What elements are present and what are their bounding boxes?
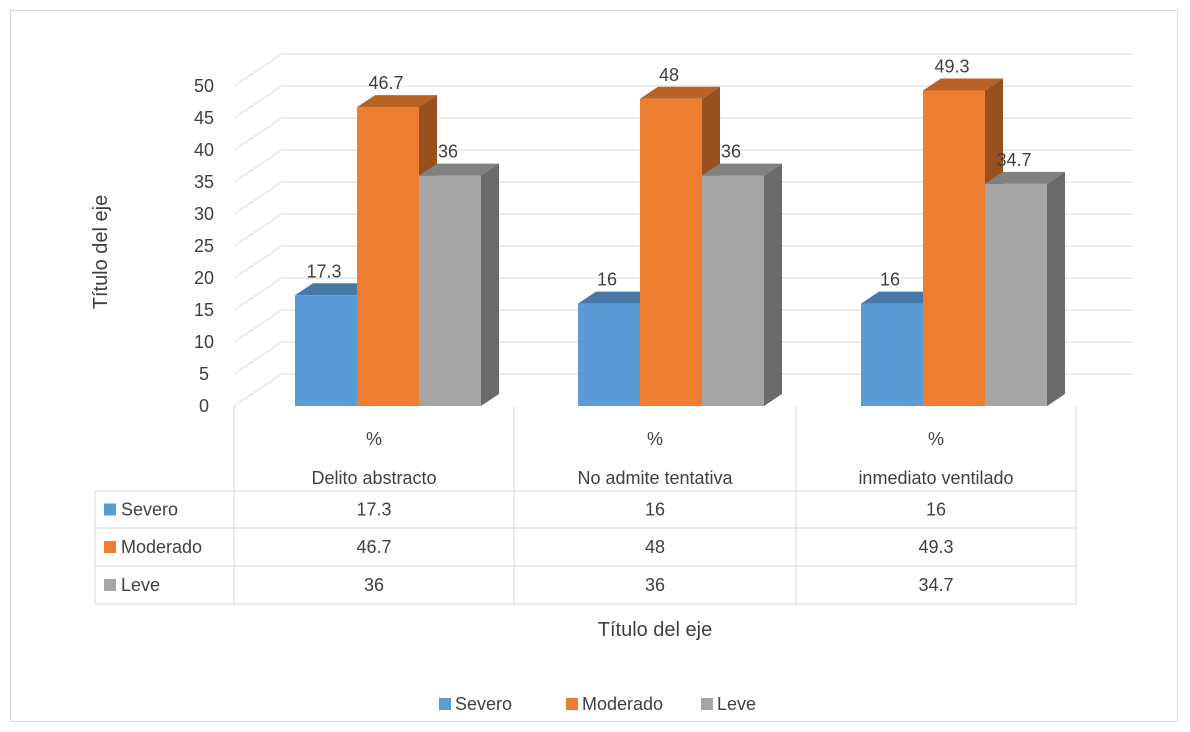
bar-top xyxy=(578,291,658,304)
y-tick-label: 0 xyxy=(199,396,209,416)
data-label: 34.7 xyxy=(996,150,1031,170)
bar-top xyxy=(985,171,1065,184)
y-tick-label: 40 xyxy=(194,140,214,160)
legend-key xyxy=(439,698,451,710)
data-label: 49.3 xyxy=(934,56,969,76)
table-cell-value: 16 xyxy=(926,500,946,520)
bar-front xyxy=(985,183,1047,406)
legend-key xyxy=(701,698,713,710)
bar-front xyxy=(702,175,764,406)
table-series-label: Moderado xyxy=(121,537,202,557)
bar-side xyxy=(481,163,499,406)
bar-side xyxy=(1047,171,1065,406)
bar-front xyxy=(578,303,640,406)
gridline-side xyxy=(233,341,283,375)
table-cell-value: 48 xyxy=(645,537,665,557)
y-tick-label: 50 xyxy=(194,76,214,96)
legend-label: Severo xyxy=(455,694,512,714)
y-tick-label: 20 xyxy=(194,268,214,288)
category-label: % xyxy=(647,429,663,449)
gridline-side xyxy=(233,373,283,407)
data-label: 16 xyxy=(880,270,900,290)
gridline-side xyxy=(233,213,283,247)
table-series-label: Leve xyxy=(121,575,160,595)
bar-top xyxy=(923,78,1003,91)
data-label: 48 xyxy=(659,65,679,85)
bar-top xyxy=(357,95,437,108)
table-cell-value: 34.7 xyxy=(918,575,953,595)
category-label: No admite tentativa xyxy=(577,468,733,488)
bar-top xyxy=(295,283,375,296)
bar-front xyxy=(923,90,985,406)
table-cell-value: 17.3 xyxy=(356,500,391,520)
table-legend-key xyxy=(104,503,116,516)
bar-front xyxy=(419,175,481,406)
bar-front xyxy=(640,98,702,407)
category-label: % xyxy=(928,429,944,449)
y-axis-title: Título del eje xyxy=(90,195,112,310)
chart-svg: 0 5 10 15 20 25 30 35 40 45 50 17.3 16 16 46.7 48 49.3 36… xyxy=(90,53,1133,714)
bar-side xyxy=(764,163,782,406)
bar-front xyxy=(357,107,419,407)
table-cell-value: 49.3 xyxy=(918,537,953,557)
y-tick-label: 15 xyxy=(194,300,214,320)
y-tick-label: 35 xyxy=(194,172,214,192)
category-label: % xyxy=(366,429,382,449)
x-axis-title: Título del eje xyxy=(598,619,713,641)
table-cell-value: 46.7 xyxy=(356,537,391,557)
bar-top xyxy=(702,163,782,176)
category-label: inmediato ventilado xyxy=(858,468,1013,488)
gridline-side xyxy=(233,117,283,151)
gridline-side xyxy=(233,85,283,119)
data-label: 46.7 xyxy=(368,73,403,93)
y-tick-label: 30 xyxy=(194,204,214,224)
legend-key xyxy=(566,698,578,710)
bar-top xyxy=(861,291,941,304)
legend-label: Leve xyxy=(717,694,756,714)
chart-container: 0 5 10 15 20 25 30 35 40 45 50 17.3 16 16 46.7 48 49.3 36… xyxy=(10,10,1178,722)
table-series-label: Severo xyxy=(121,500,178,520)
table-cell-value: 36 xyxy=(364,575,384,595)
bar-top xyxy=(640,86,720,99)
table-cell-value: 16 xyxy=(645,500,665,520)
bar-front xyxy=(295,295,357,406)
category-label: Delito abstracto xyxy=(311,468,436,488)
y-tick-label: 45 xyxy=(194,108,214,128)
gridline-side xyxy=(233,149,283,183)
bar-top xyxy=(419,163,499,176)
gridline-side xyxy=(233,277,283,311)
data-label: 16 xyxy=(597,270,617,290)
table-legend-key xyxy=(104,541,116,553)
legend-label: Moderado xyxy=(582,694,663,714)
gridline-side xyxy=(233,53,283,87)
data-label: 36 xyxy=(438,142,458,162)
table-legend-key xyxy=(104,579,116,591)
y-tick-label: 25 xyxy=(194,236,214,256)
data-label: 17.3 xyxy=(306,261,341,281)
gridline-side xyxy=(233,245,283,279)
gridline-side xyxy=(233,309,283,343)
table-cell-value: 36 xyxy=(645,575,665,595)
data-label: 36 xyxy=(721,142,741,162)
y-tick-label: 5 xyxy=(199,364,209,384)
bar-front xyxy=(861,303,923,406)
gridline-side xyxy=(233,181,283,215)
y-tick-label: 10 xyxy=(194,332,214,352)
